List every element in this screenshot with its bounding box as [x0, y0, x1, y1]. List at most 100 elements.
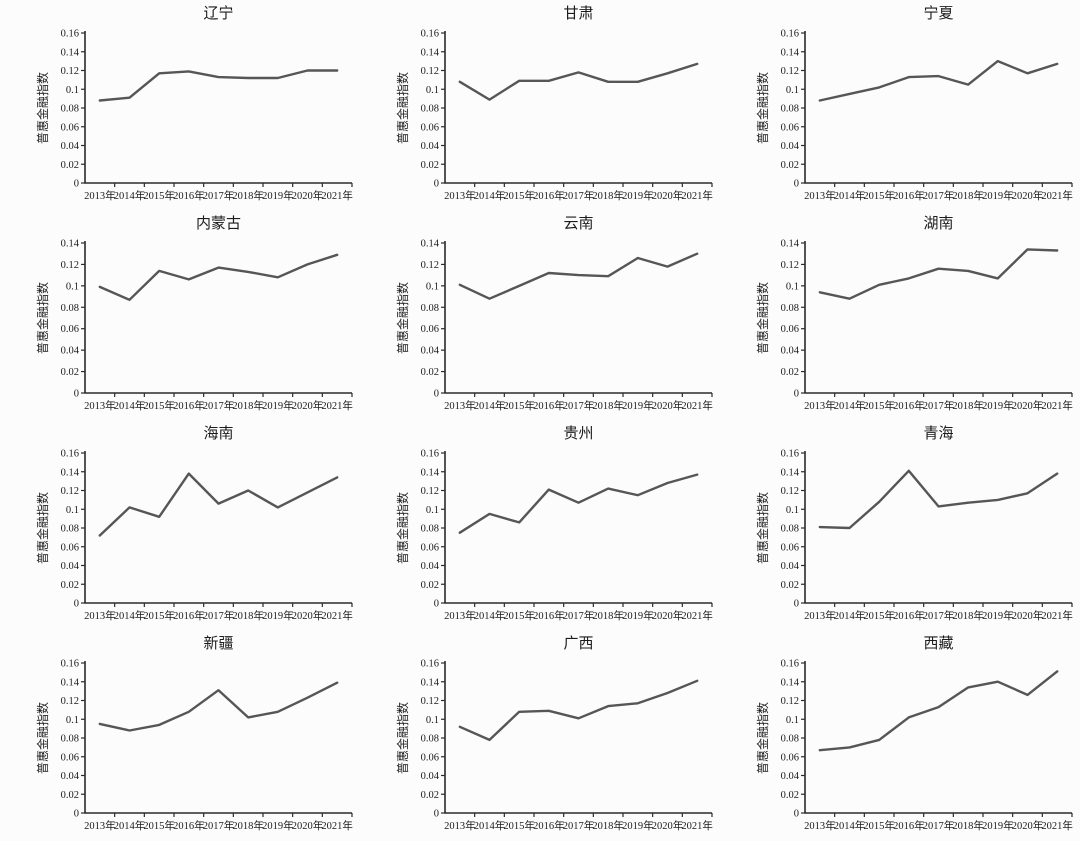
data-line: [98, 69, 339, 102]
x-tick-label: 2021年: [321, 399, 353, 412]
y-tick-label: 0.02: [421, 580, 439, 591]
x-tick-label: 2017年: [563, 819, 595, 832]
x-tick-label: 2021年: [681, 399, 713, 412]
x-tick-label: 2016年: [173, 399, 205, 412]
y-tick-label: 0.1: [66, 505, 79, 516]
y-tick-label: 0.08: [421, 734, 439, 745]
y-tick-label: 0.12: [61, 696, 79, 707]
x-tick-label: 2016年: [893, 819, 925, 832]
y-tick-label: 0.12: [781, 696, 799, 707]
y-axis-label: 普惠金融指数: [395, 72, 410, 144]
y-tick-label: 0.08: [421, 524, 439, 535]
x-tick-label: 2017年: [923, 189, 955, 202]
x-tick-label: 2014年: [114, 189, 146, 202]
y-tick-label: 0.08: [61, 524, 79, 535]
y-tick-label: 0.04: [781, 561, 800, 572]
y-axis-label: 普惠金融指数: [395, 282, 410, 354]
x-tick-label: 2015年: [503, 609, 535, 622]
x-tick-label: 2019年: [982, 819, 1014, 832]
y-tick-label: 0: [434, 179, 439, 190]
chart-title: 海南: [203, 425, 233, 442]
x-tick-label: 2013年: [804, 609, 836, 622]
x-tick-label: 2017年: [923, 609, 955, 622]
chart-title: 内蒙古: [196, 215, 241, 232]
y-tick-label: 0.02: [421, 160, 439, 171]
y-axis-label: 普惠金融指数: [755, 702, 770, 774]
chart-title: 湖南: [923, 215, 953, 232]
x-tick-label: 2019年: [262, 189, 294, 202]
x-tick-label: 2021年: [1041, 609, 1073, 622]
y-tick-label: 0.08: [61, 104, 79, 115]
y-tick-label: 0.02: [781, 580, 799, 591]
x-tick-label: 2017年: [923, 399, 955, 412]
y-tick-label: 0.16: [61, 449, 79, 460]
y-tick-label: 0.04: [421, 141, 440, 152]
x-tick-label: 2021年: [681, 819, 713, 832]
y-tick-label: 0.02: [781, 367, 799, 378]
axis: [84, 661, 352, 814]
data-line: [818, 248, 1059, 300]
data-line: [818, 59, 1059, 102]
x-tick-label: 2013年: [84, 819, 116, 832]
province-chart-cell: 海南 普惠金融指数 0 0.02 0.04 0.06 0.08 0.1 0.12 0.14 0.16…: [0, 420, 360, 630]
x-tick-label: 2019年: [622, 609, 654, 622]
x-tick-label: 2017年: [563, 609, 595, 622]
chart-title: 云南: [563, 215, 593, 232]
y-tick-label: 0: [794, 599, 799, 610]
x-tick-label: 2020年: [1012, 819, 1044, 832]
x-tick-label: 2018年: [592, 399, 624, 412]
axis: [84, 31, 352, 184]
x-tick-label: 2014年: [474, 609, 506, 622]
x-tick-label: 2018年: [232, 189, 264, 202]
x-tick-label: 2015年: [503, 189, 535, 202]
y-tick-label: 0.12: [421, 486, 439, 497]
province-chart-cell: 贵州 普惠金融指数 0 0.02 0.04 0.06 0.08 0.1 0.12 0.14 0.16…: [360, 420, 720, 630]
axis: [444, 451, 712, 604]
y-tick-label: 0.06: [781, 542, 799, 553]
y-tick-label: 0.06: [781, 752, 799, 763]
x-tick-label: 2013年: [804, 399, 836, 412]
axis: [444, 31, 712, 184]
y-tick-label: 0.04: [781, 141, 800, 152]
y-tick-label: 0: [434, 809, 439, 820]
y-tick-label: 0: [794, 389, 799, 400]
y-axis-label: 普惠金融指数: [35, 282, 50, 354]
y-tick-label: 0.04: [421, 771, 440, 782]
y-axis-label: 普惠金融指数: [35, 492, 50, 564]
y-tick-label: 0.12: [421, 66, 439, 77]
y-tick-label: 0: [794, 179, 799, 190]
y-tick-label: 0.1: [786, 281, 799, 292]
x-tick-label: 2016年: [533, 189, 565, 202]
data-line: [98, 681, 339, 732]
x-tick-label: 2017年: [203, 819, 235, 832]
y-tick-label: 0.16: [421, 449, 439, 460]
x-tick-label: 2014年: [834, 819, 866, 832]
x-tick-label: 2015年: [863, 819, 895, 832]
y-tick-label: 0.14: [781, 47, 800, 58]
y-tick-label: 0.1: [786, 505, 799, 516]
x-tick-label: 2020年: [292, 609, 324, 622]
x-tick-label: 2018年: [592, 819, 624, 832]
y-tick-label: 0.04: [61, 141, 80, 152]
x-tick-label: 2014年: [474, 819, 506, 832]
x-tick-label: 2020年: [652, 609, 684, 622]
y-tick-label: 0.12: [781, 260, 799, 271]
y-tick-label: 0.14: [61, 467, 80, 478]
y-tick-label: 0.02: [61, 790, 79, 801]
x-tick-label: 2020年: [292, 189, 324, 202]
axis: [804, 241, 1072, 394]
y-tick-label: 0.02: [781, 160, 799, 171]
x-tick-label: 2016年: [173, 819, 205, 832]
y-tick-label: 0.08: [781, 734, 799, 745]
y-tick-label: 0.02: [61, 580, 79, 591]
y-tick-label: 0.16: [61, 659, 79, 670]
data-line: [458, 62, 699, 101]
x-tick-label: 2020年: [1012, 609, 1044, 622]
y-tick-label: 0.08: [421, 303, 439, 314]
x-tick-label: 2019年: [622, 399, 654, 412]
x-tick-label: 2015年: [503, 399, 535, 412]
y-axis-label: 普惠金融指数: [395, 492, 410, 564]
